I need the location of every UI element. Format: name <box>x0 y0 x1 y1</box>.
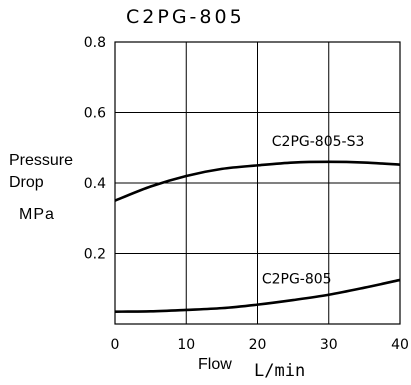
plot-frame <box>114 41 401 325</box>
x-axis-unit: L/min <box>254 361 306 381</box>
y-axis-label-line1: Pressure <box>9 152 74 169</box>
series-line-0 <box>114 160 401 202</box>
series-line-1 <box>114 278 401 313</box>
x-axis-label: Flow <box>198 356 232 373</box>
x-tick-label: 20 <box>249 337 267 353</box>
y-tick-label: 0.8 <box>84 35 106 51</box>
series-label-1: C2PG-805 <box>262 271 332 287</box>
y-axis-label-line2: Drop <box>9 174 44 191</box>
y-tick-label: 0.4 <box>84 176 106 192</box>
y-tick-label: 0.2 <box>84 247 106 263</box>
series-label-0: C2PG-805-S3 <box>272 134 365 150</box>
grid <box>115 42 400 324</box>
y-tick-label: 0.6 <box>84 106 106 122</box>
x-tick-label: 10 <box>177 337 195 353</box>
tick-labels: 0 10 20 30 40 0.2 0.4 0.6 0.8 <box>84 35 409 353</box>
x-tick-label: 40 <box>391 337 409 353</box>
x-tick-label: 30 <box>320 337 338 353</box>
series-lines <box>114 160 401 313</box>
x-tick-label: 0 <box>111 337 120 353</box>
y-axis-unit: MPa <box>19 206 55 223</box>
chart-title: C2PG-805 <box>126 6 245 28</box>
series-labels: C2PG-805-S3 C2PG-805 <box>262 134 365 287</box>
